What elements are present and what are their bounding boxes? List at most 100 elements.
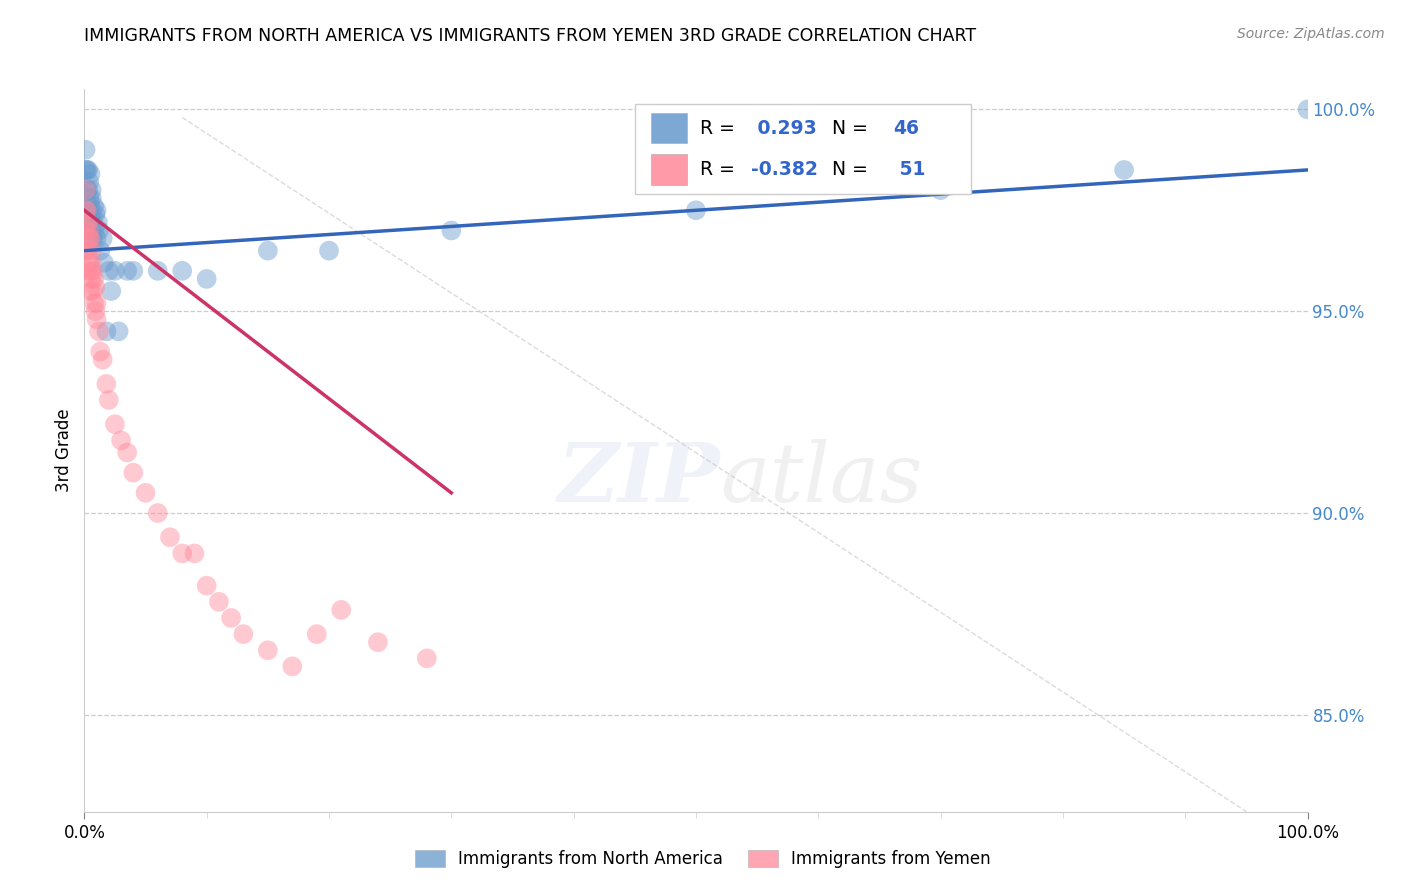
- Text: atlas: atlas: [720, 440, 922, 519]
- Point: [84, 207, 107, 221]
- Point: [208, 595, 231, 609]
- Point: [77, 215, 100, 229]
- Point: [79, 199, 101, 213]
- Text: R =: R =: [700, 160, 741, 179]
- Text: 46: 46: [893, 119, 920, 137]
- Point: [77, 175, 100, 189]
- Point: [83, 296, 105, 310]
- Y-axis label: 3rd Grade: 3rd Grade: [55, 409, 73, 492]
- Point: [91, 231, 114, 245]
- Point: [97, 392, 120, 407]
- FancyBboxPatch shape: [636, 103, 972, 194]
- Point: [79, 231, 101, 245]
- Text: 51: 51: [893, 160, 925, 179]
- Point: [77, 163, 100, 178]
- Point: [76, 215, 98, 229]
- Point: [80, 207, 103, 221]
- Point: [172, 264, 194, 278]
- Point: [115, 264, 138, 278]
- Point: [87, 325, 110, 339]
- Point: [135, 486, 157, 500]
- Point: [75, 183, 97, 197]
- Point: [75, 143, 97, 157]
- Point: [1296, 103, 1319, 117]
- Point: [89, 244, 111, 258]
- Point: [232, 627, 254, 641]
- Point: [75, 163, 97, 178]
- Point: [110, 434, 132, 448]
- Point: [86, 231, 108, 245]
- Point: [77, 203, 100, 218]
- Legend: Immigrants from North America, Immigrants from Yemen: Immigrants from North America, Immigrant…: [408, 843, 998, 875]
- Point: [257, 643, 280, 657]
- Point: [75, 203, 97, 218]
- Point: [76, 183, 98, 197]
- Point: [77, 244, 100, 258]
- Point: [80, 256, 103, 270]
- Point: [93, 256, 115, 270]
- Point: [159, 530, 181, 544]
- Point: [80, 191, 103, 205]
- Text: IMMIGRANTS FROM NORTH AMERICA VS IMMIGRANTS FROM YEMEN 3RD GRADE CORRELATION CHA: IMMIGRANTS FROM NORTH AMERICA VS IMMIGRA…: [84, 27, 977, 45]
- Point: [96, 325, 118, 339]
- Point: [86, 296, 108, 310]
- Point: [172, 546, 194, 560]
- Point: [76, 163, 98, 178]
- Point: [80, 272, 103, 286]
- Point: [77, 223, 100, 237]
- FancyBboxPatch shape: [651, 113, 688, 144]
- Point: [440, 223, 463, 237]
- Point: [77, 191, 100, 205]
- Text: R =: R =: [700, 119, 741, 137]
- Point: [75, 223, 97, 237]
- Point: [416, 651, 439, 665]
- Point: [77, 231, 100, 245]
- Point: [83, 223, 105, 237]
- Point: [367, 635, 389, 649]
- Text: N =: N =: [820, 119, 873, 137]
- Point: [87, 215, 110, 229]
- Point: [104, 264, 127, 278]
- Point: [77, 215, 100, 229]
- Point: [80, 244, 103, 258]
- Point: [91, 352, 114, 367]
- Point: [80, 183, 103, 197]
- Point: [305, 627, 328, 641]
- Point: [82, 264, 104, 278]
- Point: [87, 223, 110, 237]
- Point: [281, 659, 304, 673]
- Point: [219, 611, 242, 625]
- Point: [79, 264, 101, 278]
- Point: [929, 183, 952, 197]
- Point: [84, 280, 107, 294]
- Point: [89, 344, 111, 359]
- Point: [76, 203, 98, 218]
- Point: [195, 579, 218, 593]
- Point: [146, 264, 169, 278]
- Point: [77, 264, 100, 278]
- Point: [79, 223, 101, 237]
- Point: [183, 546, 205, 560]
- Text: Source: ZipAtlas.com: Source: ZipAtlas.com: [1237, 27, 1385, 41]
- Point: [195, 272, 218, 286]
- Point: [100, 284, 122, 298]
- Point: [83, 272, 105, 286]
- Point: [79, 167, 101, 181]
- Point: [1114, 163, 1136, 178]
- Point: [146, 506, 169, 520]
- Text: -0.382: -0.382: [751, 160, 818, 179]
- Point: [82, 284, 104, 298]
- Point: [77, 256, 100, 270]
- Point: [84, 304, 107, 318]
- Point: [86, 312, 108, 326]
- Point: [83, 199, 105, 213]
- Point: [330, 603, 353, 617]
- FancyBboxPatch shape: [651, 154, 688, 185]
- Point: [122, 264, 145, 278]
- Point: [122, 466, 145, 480]
- Point: [318, 244, 340, 258]
- Text: ZIP: ZIP: [558, 440, 720, 519]
- Point: [96, 376, 118, 391]
- Point: [76, 231, 98, 245]
- Point: [75, 244, 97, 258]
